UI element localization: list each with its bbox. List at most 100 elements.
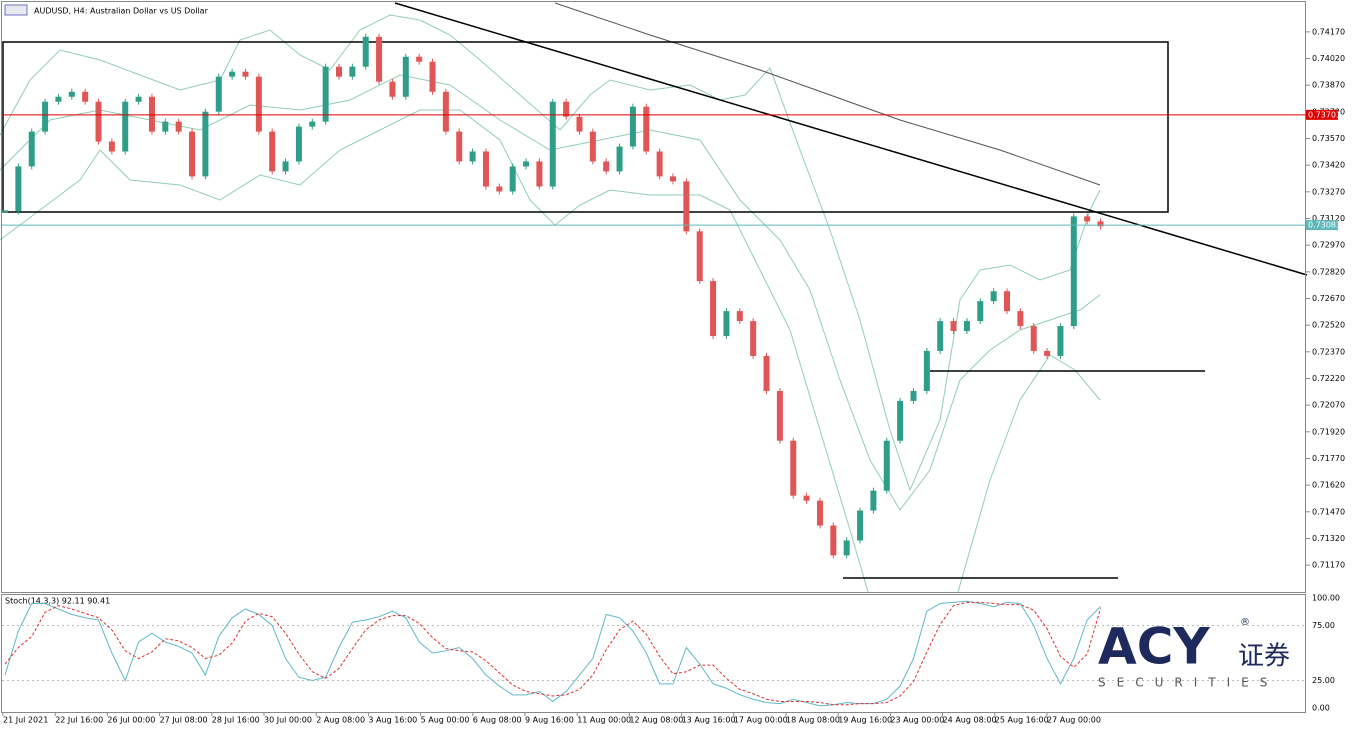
y-tick-label: 75.00 (1312, 621, 1335, 630)
candle (843, 540, 850, 556)
candle (402, 56, 409, 97)
candle (242, 71, 249, 77)
candle (576, 116, 583, 132)
candle (1057, 326, 1064, 356)
candle (897, 400, 904, 441)
x-tick-label: 9 Aug 16:00 (525, 716, 574, 725)
candle (910, 390, 917, 401)
candle (1070, 216, 1077, 327)
y-tick-label: 25.00 (1312, 676, 1335, 685)
y-tick-label: 0.71170 (1312, 561, 1345, 570)
stoch-panel-frame (1, 594, 1306, 713)
candle (389, 81, 396, 97)
y-tick-label: 0.74020 (1312, 54, 1345, 63)
candle (870, 490, 877, 511)
y-tick-label: 100.00 (1312, 593, 1340, 602)
x-tick-label: 12 Aug 08:00 (629, 716, 683, 725)
y-tick-label: 0.71320 (1312, 534, 1345, 543)
candle (509, 166, 516, 192)
y-tick-label: 0.72070 (1312, 401, 1345, 410)
candle (857, 510, 864, 541)
x-tick-label: 23 Aug 00:00 (890, 716, 944, 725)
candle (108, 141, 115, 152)
price-tag: 0.73083 (1308, 221, 1341, 230)
y-tick-label: 0.73270 (1312, 187, 1345, 196)
x-tick-label: 2 Aug 08:00 (316, 716, 365, 725)
candle (830, 525, 837, 556)
x-tick-label: 30 Jul 00:00 (264, 716, 312, 725)
y-tick-label: 0.71920 (1312, 427, 1345, 436)
candle (135, 96, 142, 102)
candle (295, 126, 302, 162)
candle (1097, 221, 1104, 227)
candle (42, 101, 49, 132)
candle (255, 76, 262, 132)
candle (536, 161, 543, 187)
y-tick-label: 0.72370 (1312, 347, 1345, 356)
y-tick-label: 0.72520 (1312, 321, 1345, 330)
price-panel-frame (1, 1, 1306, 593)
candle (202, 111, 209, 177)
x-tick-label: 19 Aug 16:00 (838, 716, 892, 725)
candle (790, 440, 797, 496)
candle (2, 210, 8, 213)
x-tick-label: 11 Aug 00:00 (577, 716, 631, 725)
candle (603, 161, 610, 172)
candle (1004, 291, 1010, 312)
candle (1030, 326, 1037, 351)
candle (175, 121, 182, 132)
y-tick-label: 0.74170 (1312, 27, 1345, 36)
candle (563, 101, 570, 117)
y-tick-label: 0.71470 (1312, 507, 1345, 516)
logo-registered: ® (1240, 617, 1250, 628)
trendline (394, 2, 1308, 276)
x-tick-label: 25 Aug 16:00 (995, 716, 1049, 725)
logo: ACY ® 证券 SECURITIES (1098, 617, 1290, 690)
indicator-title: Stoch(14,3,3) 92.11 90.41 (5, 597, 110, 606)
range-box (2, 41, 1169, 213)
candle (1044, 350, 1051, 356)
y-tick-label: 0.71770 (1312, 454, 1345, 463)
x-tick-label: 5 Aug 00:00 (421, 716, 470, 725)
y-tick-label: 0.73420 (1312, 161, 1345, 170)
candle (95, 101, 102, 142)
candle (309, 121, 316, 127)
stoch-line (4, 600, 1101, 707)
chart-title: AUDUSD, H4: Australian Dollar vs US Doll… (34, 7, 209, 16)
candle (923, 350, 930, 391)
candle (469, 151, 476, 162)
candle (162, 121, 169, 132)
candle (55, 96, 62, 102)
candle (15, 166, 22, 212)
candle (816, 500, 823, 526)
middle-band (0, 74, 1101, 511)
x-tick-label: 6 Aug 08:00 (473, 716, 522, 725)
candle (215, 76, 222, 112)
candle (429, 61, 436, 92)
candle (589, 131, 596, 162)
y-tick-label: 0.71620 (1312, 481, 1345, 490)
candle (456, 131, 463, 162)
candle (963, 321, 970, 332)
candle (549, 101, 556, 187)
candle (723, 311, 730, 337)
y-tick-label: 0.72220 (1312, 374, 1345, 383)
x-tick-label: 18 Aug 08:00 (786, 716, 840, 725)
candle (376, 36, 383, 82)
symbol-icon (4, 4, 28, 16)
logo-mark: ACY (1098, 618, 1210, 676)
candle (122, 101, 129, 152)
moving-average (554, 2, 1101, 186)
candle (883, 440, 890, 491)
candle (482, 151, 489, 187)
candle (683, 181, 690, 232)
candle (1084, 216, 1091, 222)
y-tick-label: 0.72820 (1312, 267, 1345, 276)
x-tick-label: 17 Aug 00:00 (734, 716, 788, 725)
price-tag-bg (1306, 220, 1338, 231)
candle (776, 390, 783, 441)
candle (670, 176, 676, 182)
candle (696, 231, 703, 282)
candle (977, 301, 984, 322)
